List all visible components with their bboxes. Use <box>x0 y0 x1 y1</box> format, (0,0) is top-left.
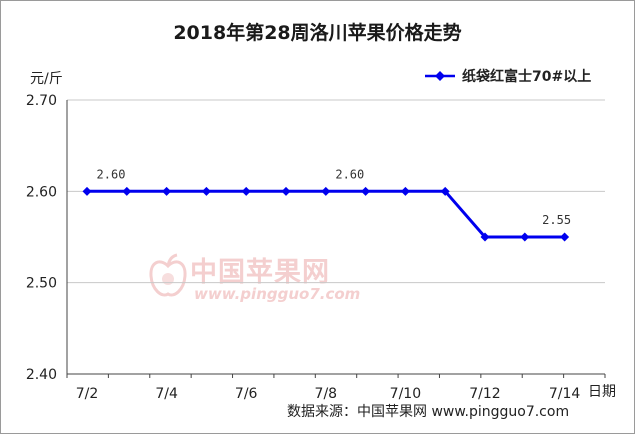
watermark-url: www.pingguo7.com <box>194 285 361 303</box>
series-line <box>87 189 565 239</box>
data-source: 数据来源：中国苹果网 www.pingguo7.com <box>287 404 570 420</box>
y-tick-label: 2.40 <box>26 367 57 383</box>
y-tick-label: 2.60 <box>26 184 57 200</box>
data-point <box>321 186 331 196</box>
data-label: 2.60 <box>97 167 126 181</box>
x-tick-label: 7/12 <box>469 386 500 402</box>
data-point <box>82 186 92 196</box>
apple-logo-icon <box>149 253 187 297</box>
x-tick-label: 7/2 <box>76 386 99 402</box>
data-point <box>201 186 211 196</box>
legend-series-label: 纸袋红富士70#以上 <box>462 69 592 85</box>
x-tick-label: 7/8 <box>315 386 338 402</box>
data-point <box>400 186 410 196</box>
y-tick-label: 2.70 <box>26 93 57 109</box>
data-label: 2.60 <box>335 167 364 181</box>
legend-line-marker-icon <box>425 71 455 81</box>
data-point <box>281 186 291 196</box>
data-point <box>480 232 490 242</box>
data-point <box>361 186 371 196</box>
x-tick-label: 7/4 <box>155 386 178 402</box>
chart-title: 2018年第28周洛川苹果价格走势 <box>173 22 462 44</box>
data-point <box>162 186 172 196</box>
data-point <box>440 186 450 196</box>
x-tick-label: 7/14 <box>549 386 581 402</box>
data-point <box>122 186 132 196</box>
x-tick-label: 7/10 <box>390 386 421 402</box>
y-axis-label: 元/斤 <box>30 71 63 87</box>
data-point <box>241 186 251 196</box>
y-tick-label: 2.50 <box>26 276 57 292</box>
x-axis-label: 日期 <box>588 384 616 400</box>
legend: 纸袋红富士70#以上 <box>424 66 591 86</box>
data-point <box>520 232 530 242</box>
data-label: 2.55 <box>542 213 571 227</box>
data-point <box>560 232 570 242</box>
x-tick-label: 7/6 <box>235 386 258 402</box>
